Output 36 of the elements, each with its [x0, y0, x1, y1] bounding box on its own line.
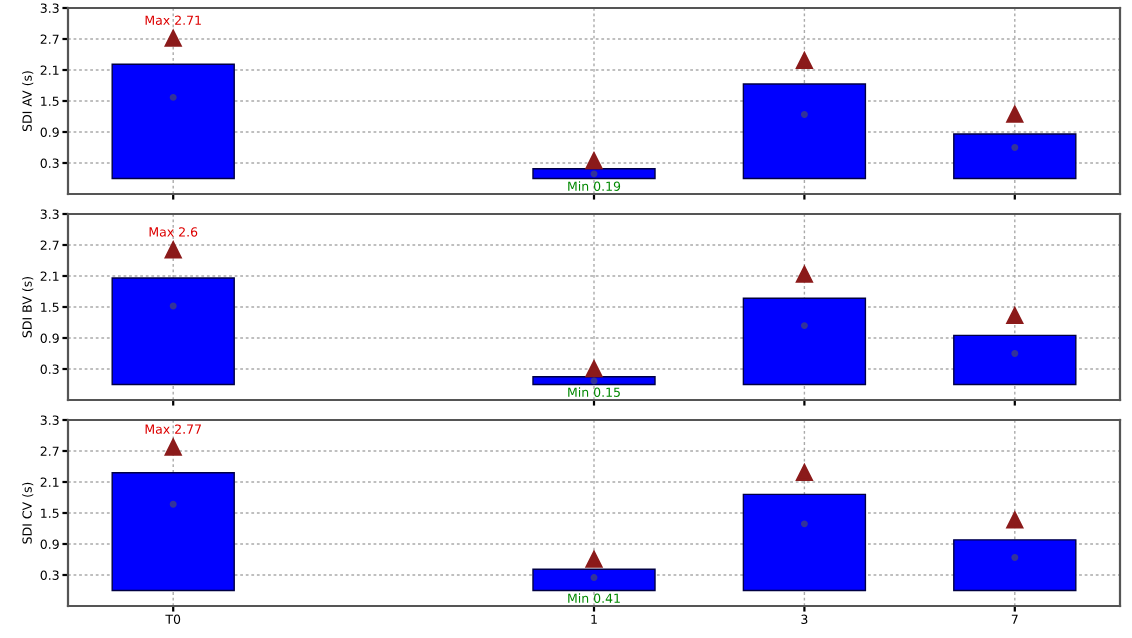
bar: [111, 277, 235, 386]
point: [1011, 553, 1019, 561]
point: [585, 551, 603, 568]
point: [164, 241, 182, 259]
bar: [532, 376, 656, 386]
point: [796, 464, 813, 482]
bar: [111, 472, 235, 592]
point: [800, 322, 808, 330]
bar: [532, 167, 656, 180]
point: [169, 93, 177, 101]
bar: [532, 568, 656, 592]
bar: [742, 493, 867, 592]
bar: [953, 539, 1077, 592]
point: [164, 30, 182, 47]
point: [590, 574, 598, 582]
point: [169, 500, 177, 508]
point: [590, 377, 598, 385]
point: [590, 170, 598, 178]
point: [796, 266, 813, 283]
point: [585, 152, 603, 170]
bar: [953, 334, 1077, 386]
point: [169, 302, 177, 310]
bar: [742, 297, 867, 386]
point: [1006, 307, 1024, 325]
point: [1011, 350, 1019, 357]
bar: [953, 133, 1077, 180]
point: [164, 439, 182, 456]
point: [1006, 106, 1024, 123]
point: [1006, 511, 1024, 529]
point: [800, 110, 808, 118]
point: [585, 360, 603, 378]
point: [796, 52, 813, 70]
bar: [742, 83, 867, 180]
bar: [111, 63, 235, 180]
point: [800, 520, 808, 528]
point: [1011, 144, 1019, 151]
